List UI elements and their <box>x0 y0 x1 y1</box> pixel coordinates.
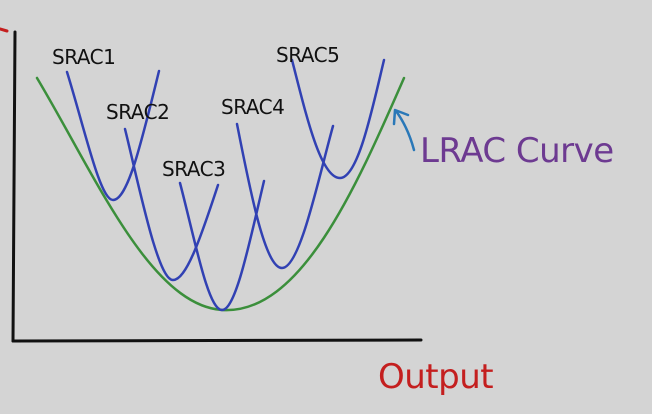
srac5-label: SRAC5 <box>276 43 339 67</box>
y-axis-tick-mark <box>0 27 9 33</box>
srac-curves <box>65 58 386 312</box>
lrac-arrow-shaft <box>394 109 416 152</box>
srac3-curve <box>178 179 266 312</box>
axes <box>0 27 423 343</box>
srac2-label: SRAC2 <box>106 100 169 124</box>
srac-labels: SRAC1 SRAC2 SRAC3 SRAC4 SRAC5 <box>52 43 340 181</box>
srac2-curve <box>123 127 220 282</box>
srac4-label: SRAC4 <box>221 95 284 119</box>
srac3-label: SRAC3 <box>162 157 225 181</box>
y-axis <box>11 30 17 343</box>
lrac-curve-label: LRAC Curve <box>420 131 614 171</box>
lrac-arrow-head <box>392 108 410 126</box>
srac5-curve <box>290 58 386 180</box>
srac1-label: SRAC1 <box>52 45 115 69</box>
lrac-arrow <box>392 108 416 152</box>
output-axis-label: Output <box>378 357 493 397</box>
srac4-curve <box>235 122 335 270</box>
x-axis <box>11 338 423 343</box>
srac1-curve <box>65 69 161 202</box>
